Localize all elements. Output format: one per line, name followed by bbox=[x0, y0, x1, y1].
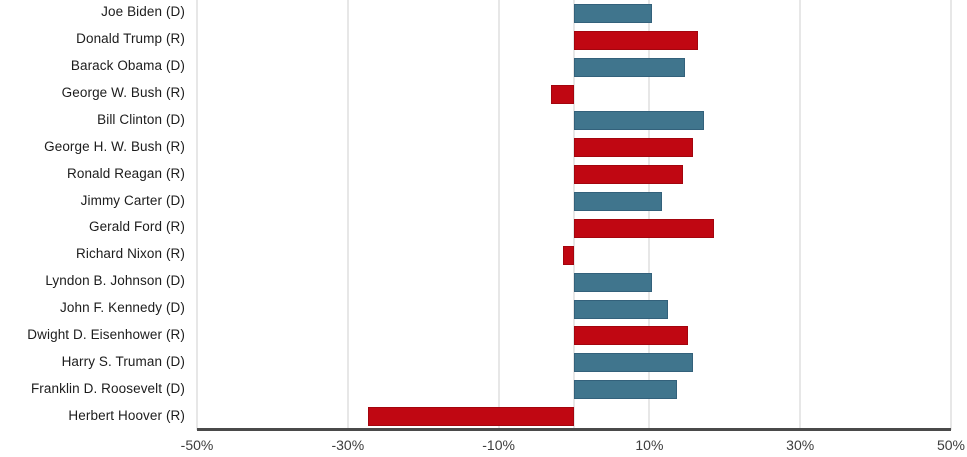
x-tick-label: -50% bbox=[180, 437, 214, 453]
zero-gridline bbox=[573, 0, 575, 430]
bar bbox=[368, 407, 574, 427]
category-label: Lyndon B. Johnson (D) bbox=[45, 273, 185, 289]
category-label: George H. W. Bush (R) bbox=[44, 138, 185, 154]
x-tick-label: -10% bbox=[482, 437, 515, 453]
bar bbox=[574, 138, 694, 158]
bar bbox=[574, 218, 715, 238]
category-label: George W. Bush (R) bbox=[61, 85, 185, 101]
bar bbox=[574, 3, 652, 23]
bar bbox=[574, 326, 688, 346]
bar bbox=[574, 353, 694, 373]
x-tick-label: -30% bbox=[331, 437, 365, 453]
gridline bbox=[950, 0, 952, 430]
category-label: Dwight D. Eisenhower (R) bbox=[27, 326, 185, 342]
bar bbox=[574, 299, 669, 319]
category-label: Bill Clinton (D) bbox=[97, 111, 185, 127]
gridline bbox=[648, 0, 651, 430]
category-label: Donald Trump (R) bbox=[76, 31, 185, 47]
bar bbox=[551, 84, 574, 104]
x-axis-line bbox=[197, 428, 951, 431]
bar bbox=[574, 30, 698, 50]
category-label: Jimmy Carter (D) bbox=[80, 192, 185, 208]
bar bbox=[562, 245, 574, 265]
bar bbox=[574, 192, 663, 212]
category-label: John F. Kennedy (D) bbox=[60, 300, 185, 316]
gridline bbox=[799, 0, 802, 430]
category-label: Harry S. Truman (D) bbox=[61, 353, 185, 369]
category-label: Barack Obama (D) bbox=[70, 58, 185, 74]
bar bbox=[574, 272, 653, 292]
category-label: Franklin D. Roosevelt (D) bbox=[30, 380, 185, 396]
category-label: Richard Nixon (R) bbox=[76, 246, 185, 262]
bar bbox=[574, 57, 685, 77]
gridline bbox=[346, 0, 349, 430]
category-label: Herbert Hoover (R) bbox=[68, 407, 185, 423]
x-tick-label: 10% bbox=[635, 437, 664, 453]
gridline bbox=[196, 0, 198, 430]
x-tick-label: 30% bbox=[786, 437, 815, 453]
bar bbox=[574, 111, 705, 131]
category-label: Joe Biden (D) bbox=[101, 4, 185, 20]
category-label: Ronald Reagan (R) bbox=[66, 165, 185, 181]
gridline bbox=[497, 0, 500, 430]
x-tick-label: 50% bbox=[936, 437, 966, 453]
category-label: Gerald Ford (R) bbox=[88, 219, 185, 235]
bar bbox=[574, 165, 683, 185]
bar bbox=[574, 380, 677, 400]
